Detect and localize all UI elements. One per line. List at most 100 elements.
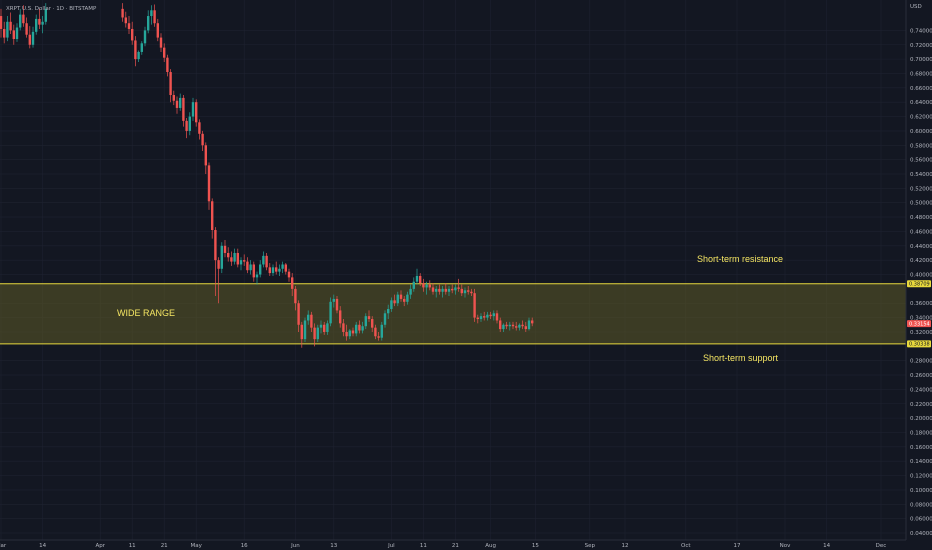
candle[interactable] bbox=[495, 310, 499, 324]
candle[interactable] bbox=[422, 278, 425, 292]
candle[interactable] bbox=[358, 320, 361, 334]
candle[interactable] bbox=[22, 5, 25, 27]
candle[interactable] bbox=[163, 43, 166, 62]
candle[interactable] bbox=[278, 264, 281, 276]
candle[interactable] bbox=[143, 26, 147, 47]
candle[interactable] bbox=[444, 283, 447, 295]
candle[interactable] bbox=[204, 142, 207, 174]
candle[interactable] bbox=[483, 311, 486, 321]
candle[interactable] bbox=[147, 10, 150, 34]
candle[interactable] bbox=[499, 317, 502, 332]
candle[interactable] bbox=[351, 327, 355, 337]
candle[interactable] bbox=[239, 257, 243, 271]
candle[interactable] bbox=[25, 17, 28, 38]
candle[interactable] bbox=[470, 288, 473, 297]
candle[interactable] bbox=[44, 3, 47, 25]
candle[interactable] bbox=[489, 311, 492, 320]
candle[interactable] bbox=[291, 273, 294, 297]
candle[interactable] bbox=[310, 311, 313, 332]
candle[interactable] bbox=[441, 286, 444, 298]
candle[interactable] bbox=[345, 324, 348, 341]
candle[interactable] bbox=[383, 310, 387, 328]
candle[interactable] bbox=[252, 261, 255, 282]
candle[interactable] bbox=[467, 286, 470, 295]
candle[interactable] bbox=[15, 23, 19, 42]
candle[interactable] bbox=[431, 283, 435, 295]
candle[interactable] bbox=[451, 284, 454, 294]
candle[interactable] bbox=[255, 271, 259, 285]
candle[interactable] bbox=[121, 3, 124, 22]
candle[interactable] bbox=[28, 26, 31, 49]
candle[interactable] bbox=[198, 119, 201, 140]
candle[interactable] bbox=[31, 26, 35, 48]
candle[interactable] bbox=[460, 284, 463, 297]
candle[interactable] bbox=[127, 16, 131, 34]
candle[interactable] bbox=[243, 254, 246, 266]
candle[interactable] bbox=[435, 286, 438, 298]
candle[interactable] bbox=[473, 288, 476, 322]
candle[interactable] bbox=[227, 247, 230, 262]
candle[interactable] bbox=[211, 198, 214, 239]
candle[interactable] bbox=[175, 96, 179, 114]
candle[interactable] bbox=[409, 284, 412, 299]
candle[interactable] bbox=[307, 310, 310, 325]
candle[interactable] bbox=[419, 273, 422, 287]
candle[interactable] bbox=[156, 18, 159, 42]
candle[interactable] bbox=[35, 14, 38, 35]
candle[interactable] bbox=[355, 321, 358, 337]
candle[interactable] bbox=[515, 321, 518, 331]
candle[interactable] bbox=[387, 304, 390, 320]
candle[interactable] bbox=[303, 317, 307, 343]
candle[interactable] bbox=[131, 21, 134, 45]
candle[interactable] bbox=[371, 316, 374, 332]
candle[interactable] bbox=[230, 251, 233, 266]
candle[interactable] bbox=[271, 264, 275, 276]
candle[interactable] bbox=[377, 331, 380, 341]
candle[interactable] bbox=[319, 320, 323, 334]
candle[interactable] bbox=[150, 5, 153, 25]
candle[interactable] bbox=[486, 311, 489, 321]
candle[interactable] bbox=[323, 321, 326, 335]
candle[interactable] bbox=[380, 321, 383, 341]
candle[interactable] bbox=[313, 323, 316, 347]
candle[interactable] bbox=[223, 240, 227, 258]
candle[interactable] bbox=[316, 324, 319, 343]
candle[interactable] bbox=[329, 297, 332, 327]
candle[interactable] bbox=[134, 36, 137, 67]
candle[interactable] bbox=[41, 16, 44, 34]
candle[interactable] bbox=[182, 95, 185, 127]
candle[interactable] bbox=[275, 261, 278, 275]
candle[interactable] bbox=[172, 90, 175, 106]
candle[interactable] bbox=[233, 248, 236, 265]
candle[interactable] bbox=[390, 297, 393, 312]
candle[interactable] bbox=[268, 263, 271, 276]
candle[interactable] bbox=[249, 260, 252, 275]
candle[interactable] bbox=[342, 319, 345, 337]
candle[interactable] bbox=[396, 291, 399, 307]
candle[interactable] bbox=[521, 320, 524, 330]
candle[interactable] bbox=[508, 321, 511, 331]
candle[interactable] bbox=[348, 329, 351, 340]
candle[interactable] bbox=[364, 313, 367, 330]
candle[interactable] bbox=[9, 12, 12, 34]
candle[interactable] bbox=[297, 300, 300, 332]
candle[interactable] bbox=[412, 277, 415, 292]
candle[interactable] bbox=[524, 321, 527, 332]
candle[interactable] bbox=[207, 162, 211, 210]
candle[interactable] bbox=[454, 284, 457, 295]
candle[interactable] bbox=[287, 268, 291, 282]
candle[interactable] bbox=[406, 291, 409, 305]
time-axis[interactable]: Mar 14 Apr 11 21 May 16 Jun 13 Jul 11 21 Aug 15 Sep 12 O… bbox=[0, 543, 886, 549]
candle[interactable] bbox=[137, 50, 140, 62]
candle[interactable] bbox=[502, 323, 505, 332]
candle[interactable] bbox=[214, 227, 217, 297]
candle[interactable] bbox=[220, 242, 223, 274]
candle[interactable] bbox=[300, 321, 303, 348]
candle[interactable] bbox=[428, 280, 431, 291]
candle[interactable] bbox=[124, 11, 127, 28]
candle[interactable] bbox=[284, 263, 287, 275]
candle[interactable] bbox=[166, 54, 169, 77]
candle[interactable] bbox=[339, 306, 342, 328]
candle[interactable] bbox=[326, 320, 329, 335]
